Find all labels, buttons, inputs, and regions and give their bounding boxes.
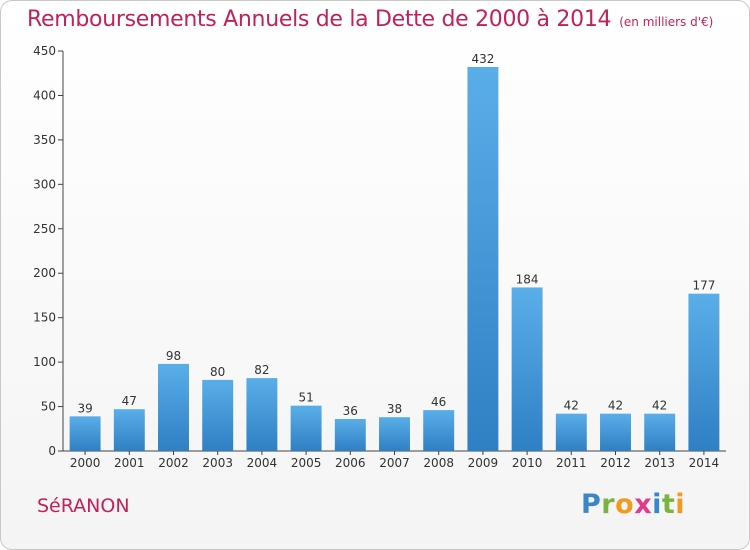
bar [158, 363, 189, 451]
y-tick-label: 50 [41, 400, 56, 414]
data-label: 80 [210, 365, 225, 379]
data-label: 432 [471, 52, 494, 66]
bar [334, 419, 366, 451]
data-label: 47 [122, 394, 137, 408]
chart-bars [69, 67, 720, 451]
x-tick-label: 2014 [689, 456, 720, 470]
x-tick-label: 2000 [70, 456, 101, 470]
data-label: 38 [387, 402, 402, 416]
x-tick-label: 2011 [556, 456, 587, 470]
bar [600, 413, 631, 451]
proxiti-logo[interactable]: Proxiti [581, 489, 686, 520]
x-tick-label: 2007 [379, 456, 410, 470]
y-tick-label: 350 [33, 133, 56, 147]
bar [555, 413, 587, 451]
chart-axes: 0 50 100 150 200 250 300 350 400 450 [33, 44, 726, 458]
data-label: 39 [77, 401, 92, 415]
bar [379, 417, 410, 451]
bar [644, 413, 676, 451]
bar [69, 416, 101, 451]
x-tick-label: 2001 [114, 456, 145, 470]
data-label: 184 [516, 272, 539, 286]
bar [202, 379, 234, 451]
data-label: 46 [431, 395, 446, 409]
x-tick-label: 2006 [335, 456, 366, 470]
title-text: Remboursements Annuels de la Dette de 20… [27, 7, 612, 32]
bar [511, 287, 543, 451]
x-tick-label: 2008 [423, 456, 454, 470]
x-tick-label: 2013 [644, 456, 675, 470]
bar [290, 405, 322, 451]
y-tick-label: 100 [33, 355, 56, 369]
chart-subtitle: (en milliers d'€) [619, 15, 714, 29]
data-label: 36 [343, 404, 358, 418]
y-tick-label: 150 [33, 311, 56, 325]
bar [423, 410, 455, 451]
bar [688, 293, 720, 451]
bar [246, 378, 278, 451]
x-tick-label: 2003 [202, 456, 233, 470]
y-tick-label: 200 [33, 266, 56, 280]
y-tick-label: 300 [33, 177, 56, 191]
town-name: SéRANON [37, 495, 130, 517]
y-tick-label: 250 [33, 222, 56, 236]
data-label: 42 [564, 399, 579, 413]
y-tick-label: 400 [33, 88, 56, 102]
data-label: 42 [652, 399, 667, 413]
chart-labels: 2000 39 2001 47 2002 98 2003 80 2004 82 2005 51 2006… [70, 52, 719, 470]
bar [467, 67, 499, 451]
data-label: 42 [608, 399, 623, 413]
x-tick-label: 2002 [158, 456, 189, 470]
data-label: 82 [254, 363, 269, 377]
bar [113, 409, 145, 451]
x-tick-label: 2004 [247, 456, 278, 470]
y-tick-label: 450 [33, 44, 56, 58]
x-tick-label: 2012 [600, 456, 631, 470]
y-tick-label: 0 [48, 444, 56, 458]
chart-title: Remboursements Annuels de la Dette de 20… [27, 7, 713, 32]
data-label: 51 [298, 391, 313, 405]
data-label: 98 [166, 349, 181, 363]
x-tick-label: 2009 [468, 456, 499, 470]
x-tick-label: 2010 [512, 456, 543, 470]
data-label: 177 [692, 279, 715, 293]
x-tick-label: 2005 [291, 456, 322, 470]
